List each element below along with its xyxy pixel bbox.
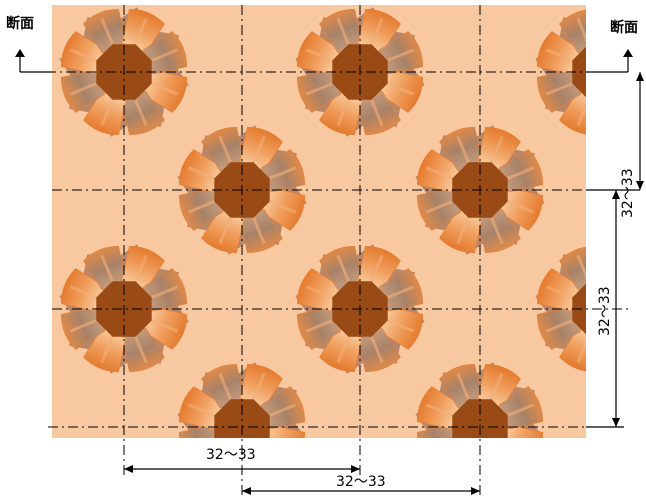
dimension-bottom-1-label: 32～33 [206,447,256,463]
flower-petal [142,69,188,113]
flower-petal [536,31,582,75]
flower-petal [357,327,401,373]
flower-petal [416,187,462,231]
flower-petal [319,245,363,291]
flower-petal [60,306,106,350]
flower-petal [142,31,188,75]
flower-petal [498,386,544,430]
flower-center [214,399,270,438]
flower-petal [357,8,401,54]
flower-petal [357,245,401,291]
flower-center [572,46,586,98]
flower-petal [498,149,544,193]
dimension-bottom-1 [124,465,360,473]
dimension-right-1-label: 32～33 [620,168,636,218]
flower-center [452,399,508,438]
section-label-right: 断面 [610,19,638,36]
flower-petal [498,187,544,231]
flower-petal [201,363,245,409]
flower-petal [296,69,342,113]
flower-petal [60,31,106,75]
flower-petal [260,424,306,438]
flower-petal [60,268,106,312]
flower-petal [260,187,306,231]
flower-petal [439,363,483,409]
flower-petal [477,208,521,254]
flower-petal [83,327,127,373]
flower-motif [415,362,544,438]
flower-petal [559,245,586,291]
section-label-left: 断面 [6,15,34,32]
flower-petal [559,8,586,54]
flower-petal [477,126,521,172]
flower-petal [319,90,363,136]
flower-petal [378,268,424,312]
flower-petal [178,187,224,231]
flower-petal [178,424,224,438]
flower-petal [178,149,224,193]
flower-petal [121,245,165,291]
flower-petal [178,386,224,430]
flower-petal [296,31,342,75]
flower-petal [121,8,165,54]
flower-petal [592,89,642,139]
flower-petal [121,327,165,373]
flower-petal [378,69,424,113]
flower-petal [498,424,544,438]
flower-petal [83,245,127,291]
flower-motif [535,243,642,373]
flower-petal [201,208,245,254]
flower-petal [142,268,188,312]
flower-petal [416,386,462,430]
flower-motif [415,125,545,255]
flower-petal [319,8,363,54]
flower-petal [378,306,424,350]
flower-petal [121,90,165,136]
flower-petal [260,386,306,430]
flower-petal [83,90,127,136]
flower-petal [439,208,483,254]
flower-petal [239,363,283,409]
flower-petal [439,126,483,172]
flower-motif [535,8,642,139]
flower-petal [378,31,424,75]
dimension-right-2 [586,190,624,428]
flower-petal [260,149,306,193]
section-mark-left [15,49,52,73]
flower-motif [177,362,306,438]
flower-petal [83,8,127,54]
flower-petal [592,243,642,293]
dimension-bottom-2 [242,487,480,495]
flower-petal [319,327,363,373]
flower-petal [60,69,106,113]
flower-petal [142,306,188,350]
section-mark-right [586,49,633,73]
dimension-bottom-2-label: 32～33 [336,474,386,490]
flower-petal [357,90,401,136]
flower-petal [296,306,342,350]
flower-petal [477,363,521,409]
flower-petal [416,149,462,193]
flower-petal [536,306,582,350]
flower-petal [536,69,582,113]
flower-petal [416,424,462,438]
flower-petal [559,90,586,136]
flower-petal [296,268,342,312]
grid-lines [26,5,628,497]
flower-petal [201,126,245,172]
dimension-right-2-label: 32～33 [597,286,613,336]
flower-petal [239,208,283,254]
flower-petal [559,327,586,373]
dimension-right-1 [586,72,644,191]
flower-petal [239,126,283,172]
flower-petal [536,268,582,312]
